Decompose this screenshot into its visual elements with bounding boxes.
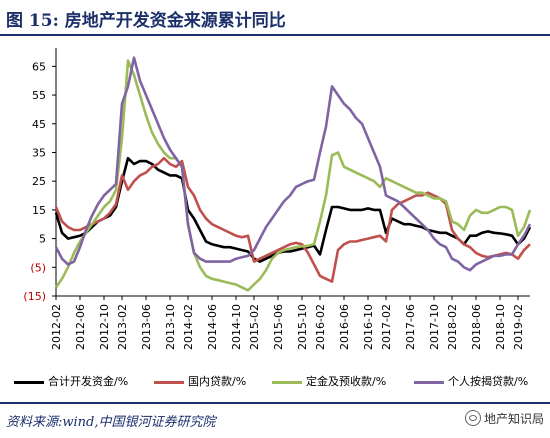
- x-tick-label: 2015-06: [272, 304, 285, 350]
- x-tick-label: 2014-06: [206, 304, 219, 350]
- legend-label-total: 合计开发资金/%: [48, 375, 129, 388]
- watermark-text: 地产知识局: [483, 412, 544, 426]
- title-rule: [0, 34, 550, 36]
- x-tick-label: 2018-10: [494, 304, 507, 350]
- watermark: 地产知识局: [464, 410, 544, 427]
- legend-swatch-mortgage: [414, 381, 444, 384]
- series-line-total: [54, 156, 532, 263]
- series-line-domestic-loans: [54, 156, 531, 283]
- series-line-deposits-prepayments: [54, 59, 532, 292]
- y-tick-label: 45: [32, 118, 46, 131]
- chart-series-layer: [54, 56, 532, 292]
- x-tick-label: 2013-06: [140, 304, 153, 350]
- wechat-icon: [464, 410, 481, 426]
- legend-label-deposits-prepayments: 定金及预收款/%: [306, 375, 387, 388]
- legend-swatch-domestic-loans: [154, 381, 184, 384]
- y-tick-label: (15): [23, 290, 46, 303]
- chart-axes: [55, 48, 530, 297]
- y-tick-label: 5: [39, 233, 46, 246]
- x-tick-label: 2016-10: [362, 304, 375, 350]
- legend-swatch-total: [14, 381, 44, 384]
- x-tick-label: 2017-10: [428, 304, 441, 350]
- y-tick-label: 65: [32, 60, 46, 73]
- legend-swatch-deposits-prepayments: [272, 381, 302, 384]
- legend-label-mortgage: 个人按揭贷款/%: [448, 375, 529, 388]
- x-tick-label: 2018-02: [446, 304, 459, 350]
- x-tick-label: 2017-02: [380, 304, 393, 350]
- y-axis-ticks: 65 55 45 35 25 15 5 (5) (15): [23, 60, 56, 303]
- x-tick-label: 2014-10: [230, 304, 243, 350]
- legend-label-domestic-loans: 国内贷款/%: [188, 375, 247, 388]
- x-tick-label: 2016-02: [314, 304, 327, 350]
- x-tick-label: 2013-10: [164, 304, 177, 350]
- series-line-mortgage: [54, 56, 532, 272]
- y-tick-label: 55: [32, 89, 46, 102]
- title-bar: 图 15: 房地产开发资金来源累计同比: [0, 0, 550, 36]
- bottom-rule: [0, 402, 550, 404]
- x-tick-label: 2018-06: [470, 304, 483, 350]
- y-tick-label: (5): [30, 261, 46, 274]
- x-axis-ticks: 2012-02 2012-06 2012-10 2013-02 2013-06 2013-…: [50, 296, 525, 350]
- x-tick-label: 2016-06: [338, 304, 351, 350]
- page-title: 图 15: 房地产开发资金来源累计同比: [6, 11, 286, 31]
- x-tick-label: 2017-06: [404, 304, 417, 350]
- x-tick-label: 2013-02: [116, 304, 129, 350]
- x-tick-label: 2012-06: [74, 304, 87, 350]
- y-tick-label: 15: [32, 204, 46, 217]
- y-tick-label: 35: [32, 146, 46, 159]
- y-tick-label: 25: [32, 175, 46, 188]
- source-note: 资料来源:wind,中国银河证券研究院: [6, 415, 216, 430]
- x-tick-label: 2012-10: [98, 304, 111, 350]
- x-tick-label: 2015-10: [296, 304, 309, 350]
- x-tick-label: 2015-02: [248, 304, 261, 350]
- x-tick-label: 2014-02: [182, 304, 195, 350]
- x-tick-label: 2019-02: [512, 304, 525, 350]
- chart-legend: 合计开发资金/% 国内贷款/% 定金及预收款/% 个人按揭贷款/%: [14, 374, 550, 390]
- x-tick-label: 2012-02: [50, 304, 63, 350]
